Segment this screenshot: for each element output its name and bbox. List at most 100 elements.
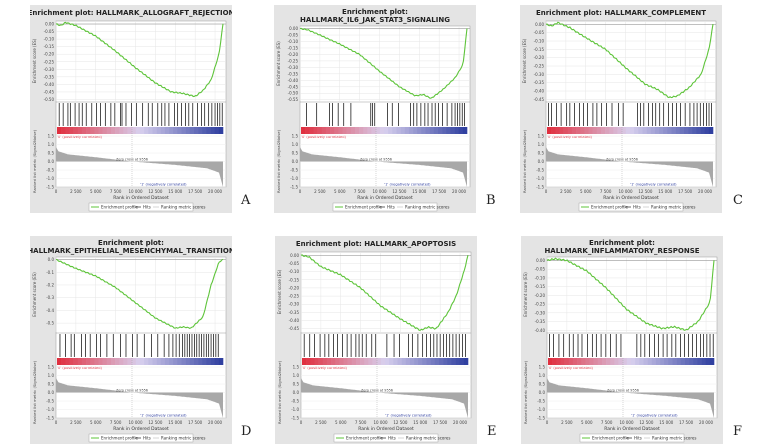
correlation-ramp-segment (683, 127, 689, 134)
x-axis-label: Rank in Ordered Dataset (603, 195, 659, 201)
correlation-ramp-segment (81, 358, 87, 365)
es-y-tick-label: -0.40 (289, 318, 300, 323)
correlation-ramp-segment (417, 127, 422, 134)
correlation-ramp-segment (115, 358, 120, 365)
metric-y-tick-label: -0.5 (46, 168, 54, 173)
correlation-ramp-segment (584, 127, 589, 134)
es-y-tick-label: -0.35 (289, 310, 300, 315)
correlation-ramp-segment (106, 358, 112, 365)
correlation-ramp-segment (306, 358, 311, 365)
metric-y-tick-label: 1.5 (538, 134, 545, 139)
correlation-ramp-segment (643, 358, 648, 365)
es-y-tick-label: -0.10 (534, 39, 545, 44)
x-tick-label: 20 000 (453, 420, 467, 425)
legend-ranking-metric-scores: Ranking metric scores (161, 205, 205, 210)
metric-y-axis-label: Ranked list metric (Signal2Noise) (276, 129, 281, 193)
metric-y-tick-label: 0.0 (48, 390, 55, 395)
x-tick-label: 20 000 (452, 189, 466, 194)
gsea-chart: Enrichment plot: HALLMARK_APOPTOSIS0.00-… (275, 236, 477, 444)
legend-ranking-metric-scores: Ranking metric scores (161, 436, 205, 441)
es-y-tick-label: -0.05 (534, 30, 545, 35)
enrichment-profile-line (545, 21, 714, 99)
negative-correlation-label: '1' (negatively correlated) (630, 182, 677, 186)
es-y-axis-label: Enrichment score (ES) (32, 38, 37, 83)
gsea-chart: Enrichment plot: HALLMARK_ALLOGRAFT_REJE… (30, 5, 232, 213)
correlation-ramp-segment (77, 127, 83, 134)
correlation-ramp-segment (442, 127, 447, 134)
es-y-tick-label: -0.55 (288, 97, 299, 102)
correlation-ramp-segment (426, 358, 431, 365)
x-tick-label: 0 (300, 420, 303, 425)
x-tick-label: 2 500 (70, 189, 82, 194)
correlation-ramp-segment (576, 127, 581, 134)
correlation-ramp-segment (314, 358, 319, 365)
x-tick-label: 0 (546, 420, 549, 425)
correlation-ramp-segment (98, 358, 103, 365)
chart-title: Enrichment plot: (98, 239, 164, 247)
x-tick-label: 10 000 (620, 420, 634, 425)
correlation-ramp-segment (560, 358, 565, 365)
panel-letter-a: A (241, 193, 251, 208)
metric-y-tick-label: -1.0 (46, 176, 54, 181)
metric-y-tick-label: 0.0 (293, 390, 300, 395)
correlation-ramp-segment (593, 358, 599, 365)
x-tick-label: 20 000 (208, 189, 222, 194)
correlation-ramp-segment (548, 358, 553, 365)
x-axis-label: Rank in Ordered Dataset (113, 195, 169, 201)
correlation-ramp-segment (577, 358, 582, 365)
correlation-ramp-segment (413, 127, 418, 134)
es-y-tick-label: 0.0 (48, 257, 55, 262)
correlation-ramp-segment (379, 127, 385, 134)
correlation-ramp-segment (672, 358, 677, 365)
x-tick-label: 5 000 (90, 189, 102, 194)
chart-title: Enrichment plot: (342, 8, 408, 16)
negative-correlation-label: '1' (negatively correlated) (140, 413, 187, 417)
correlation-ramp-segment (90, 127, 95, 134)
correlation-ramp-segment (684, 358, 690, 365)
correlation-ramp-segment (630, 127, 635, 134)
correlation-ramp-segment (65, 127, 70, 134)
es-y-tick-label: -0.20 (44, 52, 55, 57)
legend-enrichment-profile: Enrichment profile (591, 205, 628, 210)
metric-y-tick-label: -1.0 (46, 407, 54, 412)
correlation-ramp-segment (334, 127, 339, 134)
correlation-ramp-segment (617, 127, 622, 134)
correlation-ramp-segment (309, 127, 314, 134)
correlation-ramp-segment (556, 358, 561, 365)
correlation-ramp-segment (368, 358, 373, 365)
es-y-tick-label: -0.05 (44, 29, 55, 34)
legend-enrichment-profile: Enrichment profile (346, 436, 383, 441)
x-tick-label: 5 000 (334, 189, 346, 194)
gsea-panel-e: Enrichment plot: HALLMARK_APOPTOSIS 0.00-… (275, 236, 477, 444)
correlation-ramp-segment (106, 127, 112, 134)
correlation-ramp-segment (73, 358, 79, 365)
x-tick-label: 12 500 (639, 420, 653, 425)
es-y-axis-label: Enrichment score (ES) (522, 38, 527, 83)
metric-y-tick-label: -1.5 (536, 185, 544, 190)
correlation-ramp-segment (393, 358, 398, 365)
es-y-tick-label: -0.25 (288, 58, 299, 63)
x-tick-label: 17 500 (678, 189, 692, 194)
zero-cross-label: Zero cross at 9556 (360, 158, 392, 162)
correlation-ramp-segment (98, 127, 103, 134)
correlation-ramp-segment (198, 127, 203, 134)
correlation-ramp-segment (160, 358, 166, 365)
correlation-ramp-segment (156, 358, 162, 365)
correlation-ramp-segment (110, 127, 116, 134)
correlation-ramp-segment (152, 127, 157, 134)
correlation-ramp-segment (405, 358, 411, 365)
correlation-ramp-segment (592, 127, 598, 134)
es-y-tick-label: -0.10 (288, 39, 299, 44)
correlation-ramp-segment (94, 358, 99, 365)
correlation-ramp-segment (434, 358, 440, 365)
chart-title: HALLMARK_IL6_JAK_STAT3_SIGNALING (300, 16, 450, 24)
correlation-ramp-segment (547, 127, 552, 134)
correlation-ramp-segment (123, 358, 128, 365)
correlation-ramp-segment (551, 127, 556, 134)
correlation-ramp-segment (597, 358, 603, 365)
es-y-tick-label: -0.30 (289, 302, 300, 307)
correlation-ramp-segment (654, 127, 660, 134)
positive-correlation-label: '0' (positively correlated) (548, 366, 593, 370)
x-tick-label: 12 500 (393, 420, 407, 425)
correlation-ramp-segment (57, 358, 62, 365)
